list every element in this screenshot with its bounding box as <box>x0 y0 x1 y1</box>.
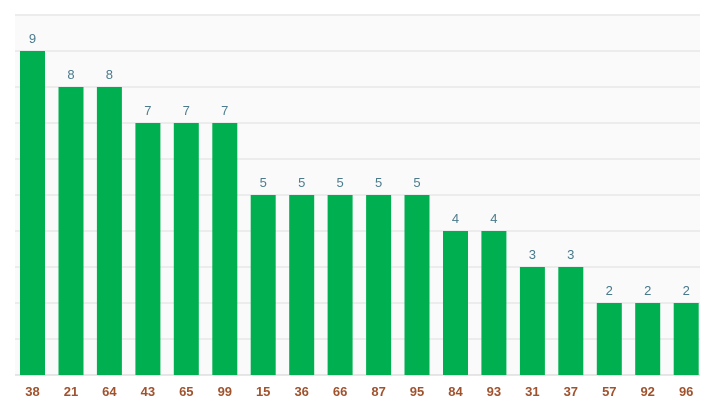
bar-65 <box>173 123 199 375</box>
x-tick-label: 64 <box>102 384 117 399</box>
bar-92 <box>635 303 661 375</box>
bar-87 <box>366 195 392 375</box>
data-label: 5 <box>336 175 343 190</box>
x-tick-label: 66 <box>333 384 347 399</box>
x-tick-label: 92 <box>640 384 654 399</box>
bar-95 <box>404 195 430 375</box>
data-label: 2 <box>644 283 651 298</box>
data-label: 7 <box>144 103 151 118</box>
bar-64 <box>96 87 122 375</box>
x-tick-label: 15 <box>256 384 270 399</box>
x-tick-label: 95 <box>410 384 424 399</box>
x-tick-label: 57 <box>602 384 616 399</box>
data-label: 5 <box>413 175 420 190</box>
data-label: 8 <box>106 67 113 82</box>
x-tick-label: 37 <box>564 384 578 399</box>
x-tick-label: 96 <box>679 384 693 399</box>
data-label: 2 <box>683 283 690 298</box>
bar-99 <box>212 123 238 375</box>
x-tick-label: 36 <box>294 384 308 399</box>
bar-36 <box>289 195 315 375</box>
bar-57 <box>596 303 622 375</box>
bar-43 <box>135 123 161 375</box>
data-label: 7 <box>221 103 228 118</box>
x-tick-label: 65 <box>179 384 193 399</box>
x-tick-labels: 38 21 64 43 65 99 15 36 66 87 95 84 93 31 37 57 92 96 <box>25 384 693 399</box>
bar-21 <box>58 87 84 375</box>
x-tick-label: 38 <box>25 384 39 399</box>
x-tick-label: 93 <box>487 384 501 399</box>
data-label: 8 <box>67 67 74 82</box>
data-labels: 9 8 8 7 7 7 5 5 5 5 5 4 4 3 3 2 2 2 <box>29 31 690 298</box>
bar-93 <box>481 231 507 375</box>
x-tick-label: 87 <box>371 384 385 399</box>
x-tick-label: 99 <box>218 384 232 399</box>
data-label: 9 <box>29 31 36 46</box>
x-tick-label: 84 <box>448 384 463 399</box>
gridlines <box>15 14 700 376</box>
x-tick-label: 43 <box>141 384 155 399</box>
data-label: 4 <box>490 211 497 226</box>
x-tick-label: 31 <box>525 384 539 399</box>
bar-96 <box>673 303 699 375</box>
x-tick-label: 21 <box>64 384 78 399</box>
bar-66 <box>327 195 353 375</box>
data-label: 2 <box>606 283 613 298</box>
data-label: 5 <box>375 175 382 190</box>
data-label: 7 <box>183 103 190 118</box>
bar-84 <box>443 231 468 375</box>
data-label: 4 <box>452 211 459 226</box>
bars <box>20 51 699 375</box>
data-label: 5 <box>298 175 305 190</box>
bar-15 <box>250 195 276 375</box>
data-label: 3 <box>529 247 536 262</box>
data-label: 3 <box>567 247 574 262</box>
bar-31 <box>519 267 545 375</box>
data-label: 5 <box>260 175 267 190</box>
bar-38 <box>20 51 45 375</box>
bar-37 <box>558 267 584 375</box>
